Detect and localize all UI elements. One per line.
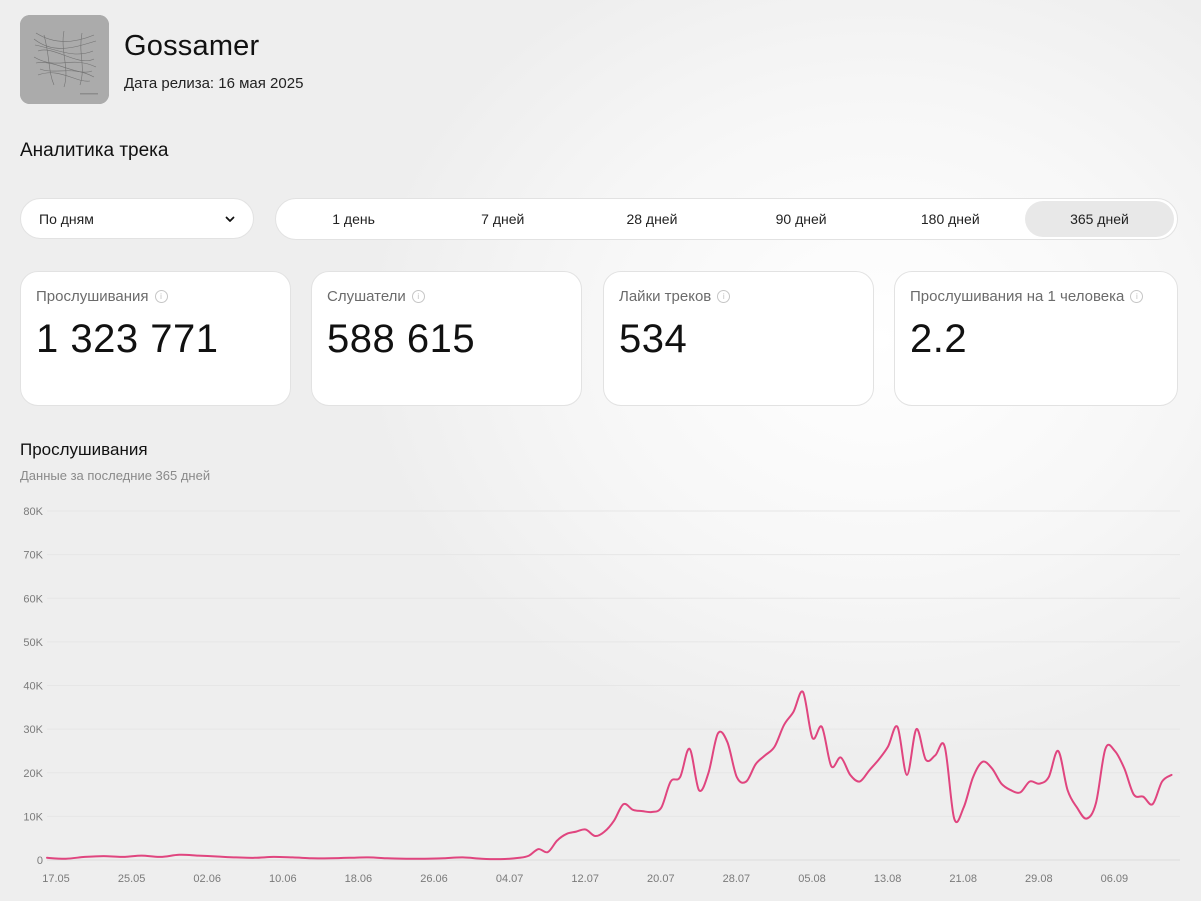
y-tick-label: 40K bbox=[23, 681, 43, 693]
y-tick-label: 60K bbox=[23, 593, 43, 605]
x-tick-label: 25.05 bbox=[118, 873, 146, 885]
x-tick-label: 04.07 bbox=[496, 873, 524, 885]
stat-label: Прослушивания bbox=[36, 288, 149, 305]
y-tick-label: 50K bbox=[23, 637, 43, 649]
x-tick-label: 12.07 bbox=[571, 873, 599, 885]
range-selector: 1 день 7 дней 28 дней 90 дней 180 дней 3… bbox=[275, 198, 1178, 240]
chevron-down-icon bbox=[225, 216, 235, 222]
info-icon[interactable]: i bbox=[411, 290, 425, 303]
track-title: Gossamer bbox=[124, 30, 260, 62]
section-title: Аналитика трека bbox=[20, 140, 169, 161]
stat-label-row: Лайки треков i bbox=[619, 288, 858, 305]
stat-value: 534 bbox=[619, 317, 688, 361]
range-button-365-days[interactable]: 365 дней bbox=[1024, 201, 1175, 237]
info-icon[interactable]: i bbox=[154, 290, 168, 303]
stat-label-row: Прослушивания на 1 человека i bbox=[910, 288, 1162, 305]
plays-line-chart[interactable]: 0 10K 20K 30K 40K 50K 60K 70K 80K 17.05 25.05 02.06… bbox=[0, 500, 1201, 900]
y-tick-label: 10K bbox=[23, 811, 43, 823]
range-button-180-days[interactable]: 180 дней bbox=[920, 211, 980, 227]
cover-art bbox=[20, 15, 109, 104]
stat-card-plays: Прослушивания i 1 323 771 bbox=[20, 271, 291, 406]
x-tick-label: 02.06 bbox=[193, 873, 221, 885]
range-button-90-days[interactable]: 90 дней bbox=[775, 211, 827, 227]
x-tick-label: 10.06 bbox=[269, 873, 297, 885]
info-icon[interactable]: i bbox=[1130, 290, 1144, 303]
chart-subtitle: Данные за последние 365 дней bbox=[20, 468, 211, 483]
stat-card-likes: Лайки треков i 534 bbox=[603, 271, 874, 406]
stat-label: Лайки треков bbox=[619, 288, 712, 305]
release-date: Дата релиза: 16 мая 2025 bbox=[124, 75, 304, 92]
x-tick-label: 18.06 bbox=[345, 873, 373, 885]
period-dropdown[interactable]: По дням bbox=[20, 198, 254, 239]
stat-label-row: Прослушивания i bbox=[36, 288, 275, 305]
stat-card-plays-per-listener: Прослушивания на 1 человека i 2.2 bbox=[894, 271, 1178, 406]
stat-card-listeners: Слушатели i 588 615 bbox=[311, 271, 582, 406]
x-tick-label: 29.08 bbox=[1025, 873, 1053, 885]
stat-value: 1 323 771 bbox=[36, 317, 219, 361]
x-tick-label: 06.09 bbox=[1101, 873, 1129, 885]
x-tick-label: 28.07 bbox=[723, 873, 751, 885]
x-tick-label: 21.08 bbox=[949, 873, 977, 885]
track-cover-image bbox=[20, 15, 109, 104]
range-button-7-days[interactable]: 7 дней bbox=[481, 211, 525, 227]
x-tick-label: 26.06 bbox=[420, 873, 448, 885]
period-dropdown-value: По дням bbox=[39, 210, 94, 227]
y-tick-label: 80K bbox=[23, 506, 43, 518]
stat-label-row: Слушатели i bbox=[327, 288, 566, 305]
stat-label: Прослушивания на 1 человека bbox=[910, 288, 1125, 305]
x-tick-label: 17.05 bbox=[42, 873, 70, 885]
stat-value: 2.2 bbox=[910, 317, 968, 361]
x-tick-label: 20.07 bbox=[647, 873, 675, 885]
stat-label: Слушатели bbox=[327, 288, 406, 305]
range-button-28-days[interactable]: 28 дней bbox=[626, 211, 678, 227]
y-tick-label: 70K bbox=[23, 550, 43, 562]
chart-title: Прослушивания bbox=[20, 440, 148, 459]
x-tick-label: 13.08 bbox=[874, 873, 902, 885]
y-tick-label: 20K bbox=[23, 768, 43, 780]
x-tick-label: 05.08 bbox=[798, 873, 826, 885]
info-icon[interactable]: i bbox=[717, 290, 731, 303]
plays-series-line bbox=[46, 690, 1173, 861]
y-tick-label: 30K bbox=[23, 724, 43, 736]
range-button-1-day[interactable]: 1 день bbox=[332, 211, 375, 227]
stat-value: 588 615 bbox=[327, 317, 476, 361]
y-tick-label: 0 bbox=[37, 855, 43, 867]
